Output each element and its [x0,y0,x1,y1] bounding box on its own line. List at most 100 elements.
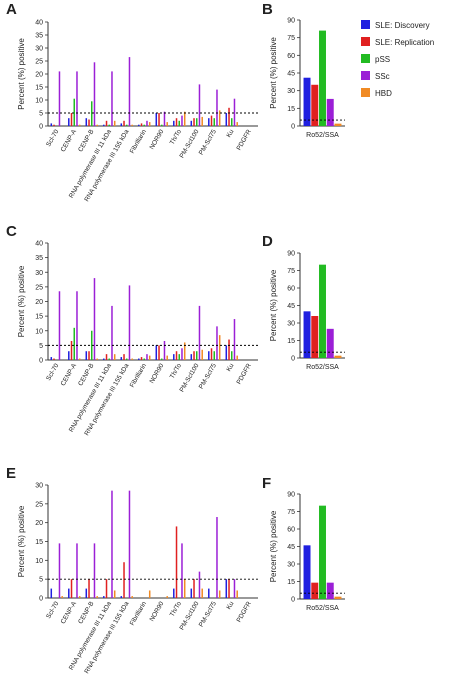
bar [163,111,166,126]
bar [228,339,230,360]
category-label: CENP-A [60,600,79,625]
bar [140,357,143,360]
bar [85,118,88,126]
bar [93,278,96,360]
bar [319,264,326,358]
bar [198,84,201,126]
bar [140,123,143,126]
bar [183,579,186,598]
y-tick-label: 90 [287,492,295,499]
bar [78,124,81,126]
panel-letter: C [6,223,17,240]
bar [175,351,178,360]
bar [334,355,342,358]
bar [58,71,61,126]
bar [175,118,178,126]
y-tick-label: 45 [287,303,295,310]
y-tick-label: 20 [35,520,43,527]
legend-label: SLE: Replication [375,38,434,47]
bar [105,579,108,598]
panel-letter: F [262,475,271,492]
category-label: Fibrillarin [129,600,148,627]
bar [326,582,334,599]
bar [111,71,113,126]
bar [311,582,319,599]
bar [131,124,133,126]
bar [138,358,140,360]
bar [183,111,186,126]
bar [210,115,213,126]
category-label: Scl-70 [45,128,60,148]
legend-swatch [361,71,370,80]
bar [181,115,183,126]
bar [76,291,78,360]
legend-label: SLE: Discovery [375,21,430,30]
bar [50,357,53,360]
y-tick-label: 30 [35,483,43,490]
category-label: Ro52/SSA [306,132,339,139]
bar [198,571,201,598]
bar [53,358,55,360]
bar [233,98,236,126]
bar [120,123,123,126]
y-tick-label: 75 [287,35,295,42]
category-label: Scl-70 [45,600,60,620]
bar [193,579,195,598]
bar [334,123,342,126]
bar [120,596,123,598]
bar [225,579,228,598]
y-tick-label: 40 [35,20,43,27]
category-label: NOR90 [149,128,166,151]
panel-letter: B [262,1,273,18]
y-tick-label: 10 [35,328,43,335]
legend-label: pSS [375,55,390,64]
y-tick-label: 90 [287,251,295,258]
bar [50,588,53,598]
bar [225,345,228,360]
bar [155,345,158,360]
bar [233,579,236,598]
y-tick-label: 45 [287,71,295,78]
y-axis-label: Percent (%) positive [269,269,278,341]
bar [90,330,93,360]
y-tick-label: 0 [291,597,295,604]
bar [146,120,148,126]
bar [128,285,131,360]
bar [160,358,163,360]
bar [146,354,148,360]
bar [236,355,238,360]
bar [68,588,70,598]
bar [96,596,98,598]
bar [181,543,183,598]
bar [193,351,195,360]
bar [208,351,210,360]
bar [70,340,73,360]
y-axis-label: Percent (%) positive [269,37,278,109]
y-tick-label: 30 [35,270,43,277]
bar [50,123,53,126]
bar [68,118,70,126]
bar [236,122,238,126]
bar [108,124,111,126]
y-tick-label: 35 [35,33,43,40]
category-label: Fibrillarin [129,128,148,155]
bar [190,354,193,360]
panel-letter: D [262,233,273,250]
bar [178,354,181,360]
legend-label: SSc [375,72,390,81]
bar [311,316,319,358]
bar [70,579,73,598]
bar [61,596,63,598]
bar [105,354,108,360]
bar [210,348,213,360]
panel-letter: A [6,1,17,18]
bar [218,590,221,598]
y-tick-label: 10 [35,558,43,565]
y-axis-label: Percent (%) positive [269,510,278,582]
panel-letter: E [6,465,16,482]
y-tick-label: 25 [35,501,43,508]
bar [183,342,186,360]
bar [311,84,319,126]
y-tick-label: 0 [291,356,295,363]
